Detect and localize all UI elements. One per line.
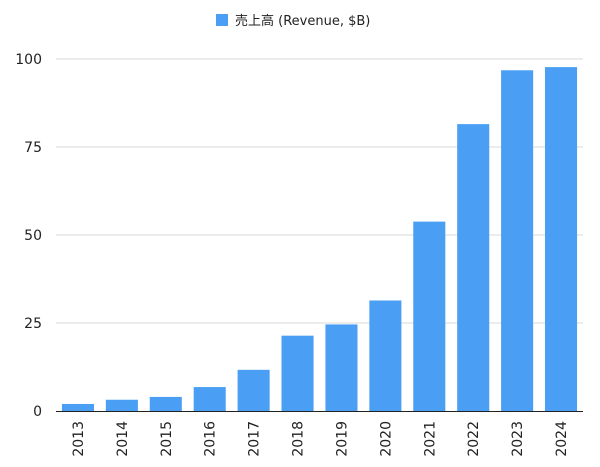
x-tick-label: 2016	[203, 421, 219, 457]
bar-2022	[457, 124, 490, 412]
bar-2017	[237, 369, 270, 411]
y-tick-label: 50	[24, 228, 42, 244]
y-tick-label: 25	[24, 316, 42, 332]
bar-2015	[149, 396, 182, 411]
bar-2016	[193, 387, 226, 411]
y-axis-tick-labels: 0 25 50 75 100	[15, 52, 42, 420]
x-tick-label: 2022	[466, 421, 482, 457]
x-axis-tick-labels: 2013 2014 2015 2016 2017 2018 2019 2020 2021 2022…	[71, 421, 570, 457]
bar-2019	[325, 324, 358, 411]
x-tick-label: 2024	[554, 421, 570, 457]
bar-2018	[281, 335, 314, 411]
y-tick-label: 100	[15, 52, 42, 68]
legend-swatch	[216, 14, 228, 26]
bar-2020	[369, 300, 402, 411]
x-tick-label: 2014	[115, 421, 131, 457]
legend: 売上高 (Revenue, $B)	[216, 13, 370, 29]
x-tick-label: 2018	[291, 421, 307, 457]
bars	[61, 67, 578, 412]
bar-2021	[413, 221, 446, 411]
x-tick-label: 2013	[71, 421, 87, 457]
x-tick-label: 2015	[159, 421, 175, 457]
x-tick-label: 2021	[422, 421, 438, 457]
bar-2024	[545, 67, 578, 411]
legend-label: 売上高 (Revenue, $B)	[235, 13, 370, 29]
bar-2023	[501, 70, 534, 411]
x-tick-label: 2017	[247, 421, 263, 457]
x-tick-label: 2020	[378, 421, 394, 457]
x-tick-label: 2019	[334, 421, 350, 457]
y-tick-label: 75	[24, 140, 42, 156]
bar-2013	[61, 403, 94, 411]
gridlines	[56, 58, 583, 324]
y-tick-label: 0	[33, 404, 42, 420]
bar-2014	[105, 399, 138, 411]
x-tick-label: 2023	[510, 421, 526, 457]
